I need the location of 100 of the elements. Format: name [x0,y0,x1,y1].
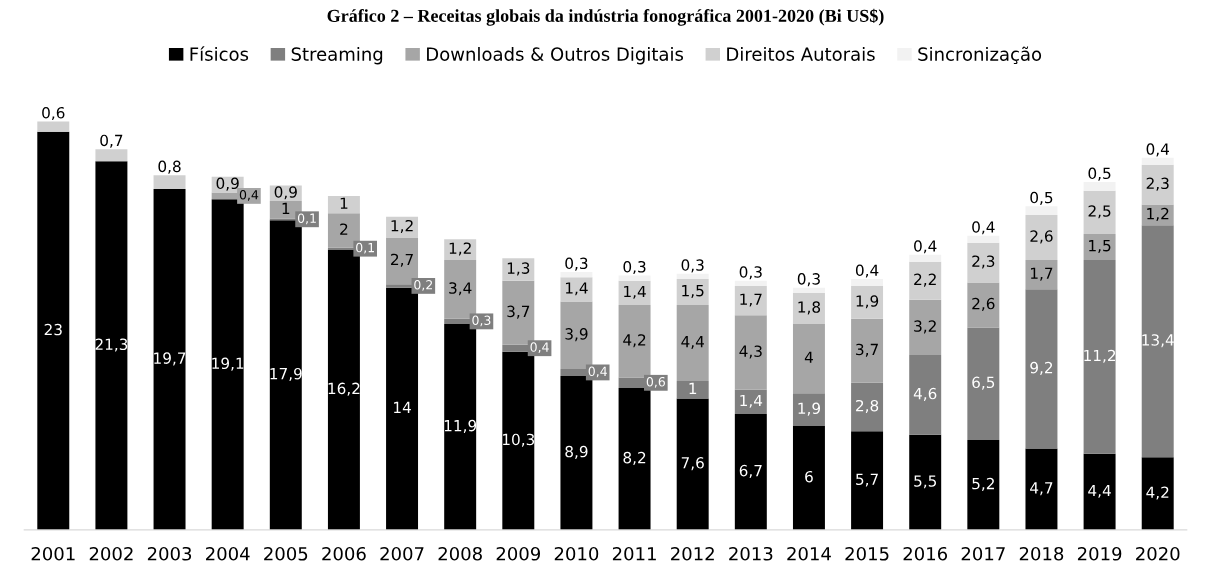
data-label: 2,5 [1088,205,1111,219]
x-tick-label: 2009 [496,546,541,561]
bar [1083,233,1116,260]
data-label: 0,4 [914,240,937,254]
data-label: 0,4 [588,366,607,378]
x-tick-label: 2004 [206,546,250,561]
bar [967,282,1000,328]
x-tick-label: 2013 [729,546,773,561]
data-label: 10,3 [502,433,535,447]
bar [676,381,709,399]
data-label: 4,2 [623,334,646,348]
data-label: 3,7 [856,343,878,357]
data-label: 1 [282,202,290,214]
bar [734,413,767,530]
data-label: 0,3 [565,257,588,271]
data-label: 0,3 [797,273,820,287]
data-label: 0,8 [158,160,181,174]
data-label: 0,4 [972,221,995,235]
data-label: 3,4 [449,282,472,296]
x-tick-label: 2007 [380,546,424,561]
data-label: 1,5 [682,285,704,298]
x-tick-label: 2018 [1019,546,1064,561]
bar [1141,225,1174,458]
bar [1141,164,1174,205]
data-label: 0,3 [739,266,762,280]
x-tick-label: 2003 [147,546,192,561]
data-label: 11,9 [444,419,477,433]
data-label: 4,4 [681,336,704,349]
bar [502,351,535,530]
bar [967,235,1000,243]
bar [792,292,825,324]
data-label: 9,2 [1030,361,1053,375]
data-label: 2,3 [972,255,995,269]
data-label: 0,5 [1030,191,1053,205]
data-label: 0,3 [623,261,646,275]
data-label: 2,8 [856,399,879,414]
data-label: 0,4 [239,190,259,201]
data-label: 2,3 [1146,177,1169,191]
data-label: 4 [804,351,813,363]
data-label: 0,1 [356,242,374,254]
bar [95,161,128,530]
data-label: 0,4 [1146,143,1170,157]
bar [967,242,1000,283]
bar [851,318,884,383]
legend-label: Sincronização [918,46,1042,65]
bar [618,275,651,281]
bar [1083,259,1116,454]
data-label: 23 [44,323,62,336]
bar [153,188,186,530]
x-tick-label: 2019 [1077,546,1122,561]
bar [560,272,593,278]
data-label: 16,2 [328,382,360,396]
data-label: 11,2 [1084,349,1116,363]
data-label: 1,9 [856,295,879,309]
data-label: 17,9 [270,367,302,382]
bar [1025,448,1058,530]
data-label: 19,7 [154,352,186,366]
bar [734,389,767,414]
x-tick-label: 2017 [961,546,1005,561]
data-label: 5,5 [914,475,937,489]
bar [37,131,70,530]
x-tick-label: 2010 [554,546,599,561]
bar [211,199,244,530]
bar [444,239,477,260]
bar [618,304,651,378]
bar [676,398,709,530]
data-label: 2,6 [972,297,995,311]
x-tick-label: 2014 [787,546,831,561]
bar [676,273,709,279]
bar [734,315,767,390]
data-label: 0,9 [216,177,239,191]
bar [851,285,884,319]
data-label: 1,7 [740,293,762,307]
bar [1141,157,1174,165]
bar [560,375,593,530]
data-label: 8,2 [623,451,646,465]
x-tick-label: 2006 [322,546,366,561]
x-tick-label: 2011 [612,546,656,561]
data-label: 1 [689,382,697,394]
data-label: 8,9 [565,445,588,459]
data-label: 1,4 [565,282,588,296]
data-label: 4,2 [1146,486,1169,500]
bar [1083,453,1116,530]
bar [676,278,709,305]
data-label: 3,2 [914,320,936,334]
data-label: 1,9 [798,402,821,416]
data-label: 0,3 [681,259,704,273]
bar [95,149,128,162]
data-label: 0,6 [42,106,65,121]
data-label: 6 [805,470,813,483]
bar [792,287,825,293]
data-label: 4,3 [739,345,762,359]
legend-label: Direitos Autorais [727,46,875,61]
data-label: 1,3 [507,262,530,276]
bar [909,299,942,356]
data-label: 4,4 [1088,484,1111,498]
legend-label: Streaming [291,46,383,65]
x-tick-label: 2016 [903,546,948,561]
data-label: 2,7 [391,253,413,267]
data-label: 5,7 [856,473,878,487]
